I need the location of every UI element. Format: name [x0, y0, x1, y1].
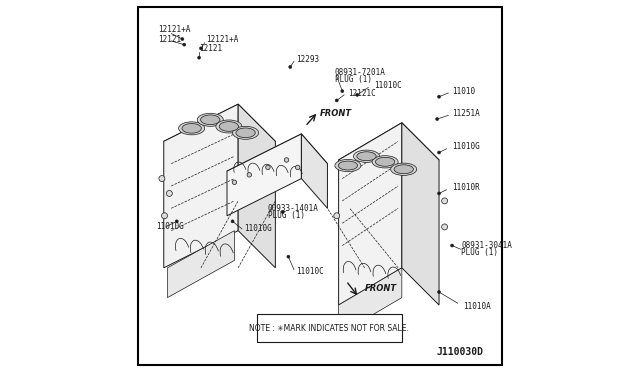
- Circle shape: [198, 56, 200, 59]
- Ellipse shape: [338, 161, 358, 170]
- Ellipse shape: [182, 124, 202, 133]
- Polygon shape: [164, 104, 238, 268]
- Text: PLUG (1): PLUG (1): [461, 248, 499, 257]
- Polygon shape: [227, 134, 301, 216]
- Circle shape: [183, 43, 186, 46]
- Circle shape: [266, 165, 270, 170]
- Circle shape: [287, 255, 290, 258]
- Circle shape: [442, 198, 447, 204]
- Text: NOTE : ✳MARK INDICATES NOT FOR SALE.: NOTE : ✳MARK INDICATES NOT FOR SALE.: [250, 324, 409, 333]
- Ellipse shape: [372, 156, 398, 168]
- Circle shape: [200, 47, 202, 50]
- Text: 11251A: 11251A: [452, 109, 480, 118]
- Ellipse shape: [216, 120, 242, 133]
- Text: 12293: 12293: [296, 55, 319, 64]
- Text: PLUG (1): PLUG (1): [268, 211, 305, 220]
- Ellipse shape: [179, 122, 205, 135]
- Circle shape: [166, 190, 172, 196]
- Circle shape: [289, 65, 292, 68]
- Text: J110030D: J110030D: [436, 347, 484, 356]
- Ellipse shape: [200, 115, 220, 125]
- Ellipse shape: [219, 122, 239, 131]
- Circle shape: [296, 165, 300, 170]
- Ellipse shape: [335, 159, 361, 172]
- Circle shape: [284, 158, 289, 162]
- Polygon shape: [301, 134, 328, 208]
- Text: 11010: 11010: [452, 87, 475, 96]
- Text: PLUG (1): PLUG (1): [335, 76, 372, 84]
- Circle shape: [181, 38, 184, 41]
- Circle shape: [282, 211, 284, 214]
- Circle shape: [159, 176, 165, 182]
- Ellipse shape: [236, 128, 255, 138]
- Circle shape: [356, 93, 358, 96]
- Polygon shape: [227, 134, 328, 201]
- Circle shape: [247, 173, 252, 177]
- Ellipse shape: [394, 165, 413, 174]
- Text: FRONT: FRONT: [320, 109, 352, 118]
- Text: 11010G: 11010G: [452, 142, 480, 151]
- Circle shape: [438, 95, 440, 98]
- Ellipse shape: [390, 163, 417, 176]
- Text: 11010R: 11010R: [452, 183, 480, 192]
- Polygon shape: [164, 104, 275, 179]
- Ellipse shape: [357, 152, 376, 161]
- Circle shape: [436, 118, 438, 121]
- FancyBboxPatch shape: [257, 314, 402, 342]
- Text: 12121: 12121: [158, 35, 181, 44]
- Text: 00933-1401A: 00933-1401A: [268, 204, 319, 213]
- Text: 11010G: 11010G: [156, 222, 184, 231]
- Text: 12121+A: 12121+A: [158, 25, 191, 34]
- Circle shape: [341, 90, 344, 93]
- Circle shape: [438, 151, 440, 154]
- Text: 12121+A: 12121+A: [207, 35, 239, 44]
- Circle shape: [232, 180, 237, 185]
- Circle shape: [231, 220, 234, 223]
- Text: 11010C: 11010C: [296, 267, 324, 276]
- Text: FRONT: FRONT: [365, 284, 397, 293]
- Circle shape: [175, 220, 179, 223]
- Circle shape: [161, 213, 168, 219]
- Polygon shape: [339, 268, 402, 335]
- Text: 11010A: 11010A: [463, 302, 491, 311]
- Text: 12121: 12121: [199, 44, 222, 53]
- Text: 11010C: 11010C: [374, 81, 402, 90]
- Ellipse shape: [232, 126, 259, 140]
- Circle shape: [334, 213, 340, 219]
- Text: 08931-3041A: 08931-3041A: [461, 241, 512, 250]
- Circle shape: [438, 291, 440, 294]
- Text: 11010G: 11010G: [244, 224, 271, 233]
- Polygon shape: [339, 123, 439, 197]
- Text: 08931-7201A: 08931-7201A: [335, 68, 386, 77]
- Polygon shape: [168, 231, 234, 298]
- Polygon shape: [238, 104, 275, 268]
- Ellipse shape: [197, 113, 223, 126]
- Circle shape: [451, 244, 454, 247]
- Text: 12121C: 12121C: [348, 89, 376, 97]
- Circle shape: [438, 192, 440, 195]
- Ellipse shape: [353, 150, 380, 163]
- Circle shape: [442, 224, 447, 230]
- Circle shape: [335, 99, 338, 102]
- Ellipse shape: [376, 157, 395, 166]
- Polygon shape: [339, 123, 402, 305]
- Polygon shape: [402, 123, 439, 305]
